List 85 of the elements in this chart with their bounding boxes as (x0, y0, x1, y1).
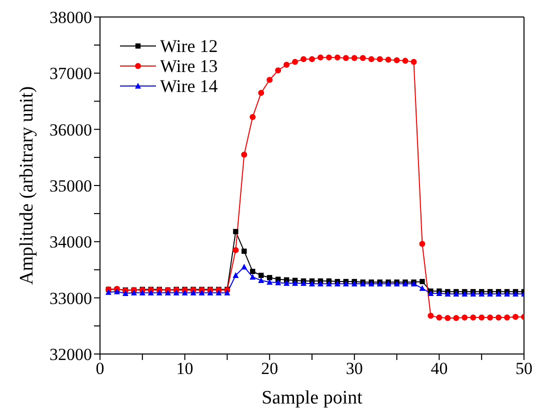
point (122, 290, 128, 296)
point (275, 67, 282, 74)
point (250, 274, 256, 280)
point (436, 314, 442, 320)
x-tick-label: 30 (346, 359, 363, 378)
point (258, 277, 264, 284)
point (342, 55, 349, 61)
point (190, 290, 196, 296)
point (216, 290, 222, 296)
point (241, 264, 248, 270)
point (326, 280, 332, 286)
point (173, 290, 180, 296)
point (300, 56, 307, 62)
x-tick-label: 20 (261, 359, 278, 378)
legend-label: Wire 12 (160, 36, 218, 56)
y-axis-title: Amplitude (arbitrary unit) (16, 86, 38, 285)
point (478, 314, 485, 320)
point (182, 290, 188, 296)
point (470, 314, 476, 320)
point (266, 76, 273, 83)
legend-label: Wire 14 (160, 76, 218, 96)
point (385, 56, 392, 63)
point (376, 56, 383, 62)
point (292, 280, 298, 286)
point (512, 314, 519, 320)
point (258, 272, 264, 278)
y-tick-label: 36000 (50, 120, 92, 140)
point (402, 58, 408, 64)
point (266, 278, 273, 285)
point (360, 55, 366, 61)
point (164, 290, 171, 296)
point (309, 280, 315, 286)
y-tick-label: 35000 (50, 176, 92, 196)
x-axis-title: Sample point (262, 387, 364, 408)
point (242, 248, 247, 254)
point (496, 314, 502, 320)
x-tick-label: 10 (176, 359, 194, 378)
y-tick-label: 38000 (50, 8, 92, 28)
point (139, 290, 146, 296)
point (453, 315, 460, 322)
point (428, 312, 434, 319)
point (504, 314, 510, 320)
point (419, 285, 426, 291)
y-tick-label: 32000 (50, 345, 92, 364)
point (275, 279, 282, 286)
point (224, 290, 230, 296)
point (148, 290, 154, 296)
legend-label: Wire 13 (160, 56, 218, 76)
x-tick-label: 0 (96, 359, 104, 378)
point (410, 58, 417, 65)
y-tick-label: 37000 (50, 64, 92, 84)
point (198, 290, 205, 296)
point (292, 58, 298, 65)
point (130, 290, 137, 296)
point (351, 55, 358, 61)
x-tick-label: 40 (430, 359, 448, 378)
point (156, 290, 162, 296)
point (419, 240, 426, 247)
point (207, 290, 214, 296)
x-tick-label: 50 (516, 359, 532, 378)
y-tick-label: 34000 (50, 232, 92, 252)
point (258, 90, 264, 96)
point (250, 114, 256, 120)
point (317, 54, 324, 60)
point (232, 272, 239, 278)
point (232, 247, 239, 254)
point (309, 56, 315, 62)
point (250, 268, 256, 274)
point (233, 228, 238, 234)
point (368, 56, 374, 62)
point (284, 280, 290, 286)
point (267, 275, 272, 280)
point (284, 62, 290, 68)
y-tick-label: 33000 (50, 288, 92, 308)
point (241, 152, 248, 158)
point (317, 280, 324, 286)
point (444, 315, 451, 322)
point (394, 57, 400, 64)
point (420, 278, 425, 284)
point (114, 288, 120, 294)
point (487, 314, 494, 320)
point (326, 54, 332, 60)
point (462, 314, 468, 320)
point (105, 289, 112, 295)
point (334, 54, 340, 60)
